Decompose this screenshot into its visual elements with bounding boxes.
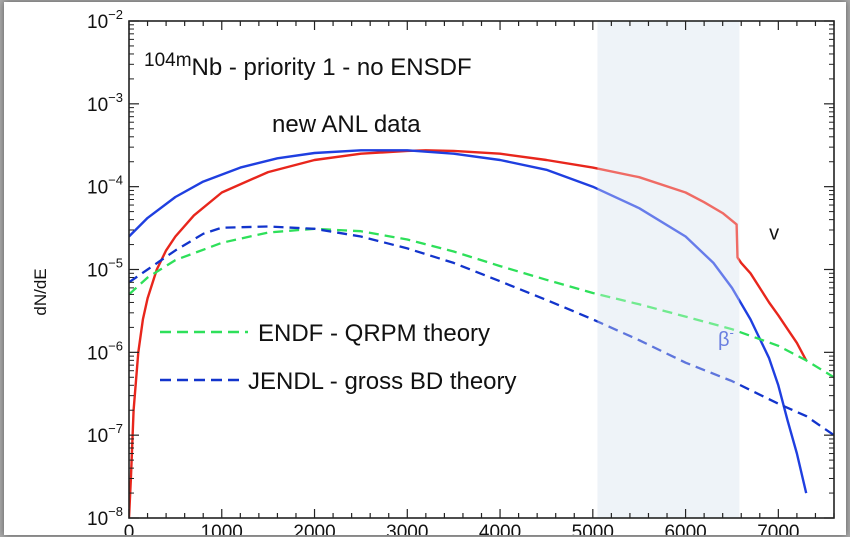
- y-tick-label: 10−6: [87, 338, 123, 364]
- figure-frame: 10−8 10−7 10−6 10−5 10−4 10−3 10−2 0 1000 2000 30…: [4, 2, 846, 535]
- annotation-beta-text: β: [718, 329, 730, 351]
- series-line-endf: [129, 227, 834, 379]
- annotation-nu: v: [769, 223, 779, 245]
- shaded-region-overlay: [597, 21, 740, 518]
- chart-subtitle: new ANL data: [272, 111, 421, 138]
- annotation-beta: β-: [718, 325, 734, 351]
- legend-label-jendl: JENDL - gross BD theory: [248, 368, 517, 395]
- shaded-region: [597, 21, 740, 518]
- y-tick-label: 10−4: [87, 173, 123, 199]
- chart-svg: 10−8 10−7 10−6 10−5 10−4 10−3 10−2 0 1000 2000 30…: [31, 7, 835, 535]
- legend: ENDF - QRPM theory JENDL - gross BD theo…: [160, 320, 517, 395]
- chart-title: 104mNb - priority 1 - no ENSDF: [144, 50, 472, 81]
- series-line-jendl: [129, 225, 834, 437]
- x-tick-label: 6000: [664, 522, 706, 535]
- y-tick-label: 10−5: [87, 256, 123, 282]
- x-tick-label: 0: [124, 522, 135, 535]
- x-tick-label: 2000: [293, 522, 335, 535]
- x-tick-label: 1000: [201, 522, 243, 535]
- legend-label-endf: ENDF - QRPM theory: [258, 320, 490, 347]
- y-tick-label: 10−7: [87, 421, 123, 447]
- series-line-beta: [129, 149, 808, 494]
- title-main: Nb - priority 1 - no ENSDF: [192, 54, 472, 81]
- x-tick-label: 7000: [757, 522, 799, 535]
- annotation-beta-sup: -: [730, 325, 734, 340]
- y-tick-label: 10−3: [87, 90, 123, 116]
- y-axis-label: dN/dE: [31, 268, 50, 315]
- y-tick-label: 10−2: [87, 7, 123, 33]
- x-tick-label: 4000: [479, 522, 521, 535]
- series-line-nu: [129, 149, 808, 518]
- x-tick-label: 5000: [572, 522, 614, 535]
- y-tick-label: 10−8: [87, 504, 123, 530]
- title-superscript: 104m: [144, 50, 192, 71]
- x-tick-label: 3000: [386, 522, 428, 535]
